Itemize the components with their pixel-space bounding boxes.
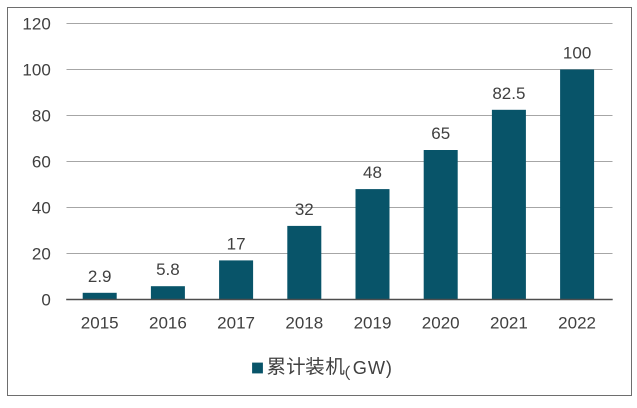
svg-text:120: 120	[22, 15, 50, 34]
svg-text:100: 100	[22, 61, 50, 80]
svg-text:2016: 2016	[149, 314, 187, 333]
svg-text:2022: 2022	[558, 314, 596, 333]
svg-text:GW): GW)	[353, 358, 393, 378]
svg-text:60: 60	[32, 153, 51, 172]
svg-text:65: 65	[431, 124, 450, 143]
svg-text:32: 32	[295, 200, 314, 219]
svg-text:2018: 2018	[285, 314, 323, 333]
svg-text:2019: 2019	[354, 314, 392, 333]
svg-text:20: 20	[32, 245, 51, 264]
svg-text:5.8: 5.8	[156, 260, 180, 279]
svg-text:2017: 2017	[217, 314, 255, 333]
svg-text:2.9: 2.9	[88, 267, 112, 286]
svg-text:2015: 2015	[81, 314, 119, 333]
svg-text:82.5: 82.5	[492, 84, 525, 103]
svg-text:100: 100	[563, 44, 591, 63]
svg-text:40: 40	[32, 199, 51, 218]
svg-text:80: 80	[32, 107, 51, 126]
svg-text:0: 0	[41, 291, 50, 310]
svg-text:17: 17	[227, 234, 246, 253]
svg-text:2021: 2021	[490, 314, 528, 333]
svg-text:2020: 2020	[422, 314, 460, 333]
svg-text:48: 48	[363, 163, 382, 182]
